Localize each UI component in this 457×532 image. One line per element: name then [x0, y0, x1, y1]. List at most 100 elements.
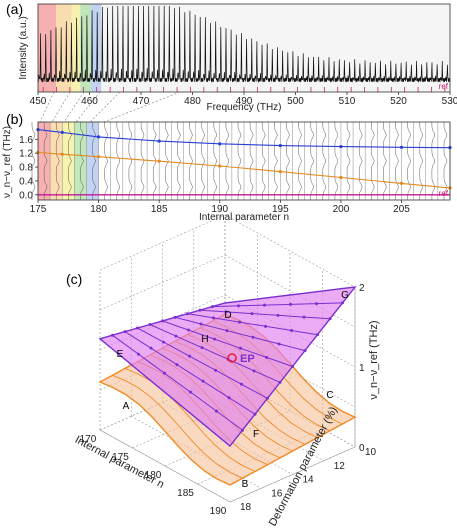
panel-b-y-tick-label: 0.8: [19, 163, 33, 174]
panel-c-floor-grid-line: [131, 415, 262, 489]
panel-b-y-tick-label: 0.4: [19, 176, 33, 187]
panel-c-upper-surface-point: [187, 328, 190, 332]
panel-c-upper-surface-point: [303, 349, 307, 353]
panel-a-band-4: [91, 4, 102, 92]
panel-b-spectrum-trace: [346, 122, 351, 200]
panel-b-series-point-0: [218, 142, 222, 146]
panel-b-x-ticks: 175 180 185 190 195 200 205: [30, 200, 410, 215]
panel-b-series-point-1: [278, 169, 282, 174]
panel-c-upper-surface-point: [188, 354, 191, 358]
panel-c-upper-surface-point: [136, 326, 139, 330]
panel-c-upper-surface-point: [201, 379, 205, 383]
panel-b-band-1: [50, 122, 63, 200]
panel-connector-line-4: [89, 91, 121, 123]
panel-b-spectrum-trace: [298, 122, 302, 200]
panel-c-upper-surface-patch: [98, 286, 357, 447]
panel-c-upper-surface-point: [241, 428, 244, 432]
panel-b-spectrum-trace: [286, 122, 290, 200]
panel-c-upper-surface-point: [211, 305, 214, 309]
panel-b-spectrum-trace: [322, 122, 327, 200]
panel-c-upper-surface-point: [276, 313, 280, 317]
panel-b-y-tick-label: 1.2: [19, 149, 33, 160]
panel-b-spectrum-trace: [116, 122, 121, 200]
panel-b-label: (b): [6, 111, 23, 127]
panel-b-y-tick-label: 1.6: [19, 135, 33, 146]
panel-b-spectrum-trace: [237, 122, 242, 200]
panel-b-band-4: [86, 122, 99, 200]
panel-c-upper-surface-point: [198, 308, 202, 312]
panel-connectors: [39, 91, 181, 123]
panel-b-spectrum-trace: [334, 122, 339, 200]
panel-b-spectrum-trace: [165, 122, 169, 200]
panel-c-upper-surface-point: [289, 302, 292, 306]
panel-b-y-tick-label: 0.0: [19, 190, 33, 201]
panel-connector-line-0: [39, 91, 55, 123]
panel-b-spectrum-trace: [371, 122, 375, 200]
panel-b-y-axis-label: ν_n−ν_ref (THz): [2, 126, 13, 198]
panel-c-upper-surface-point: [163, 371, 166, 375]
panel-c-upper-surface-point: [239, 346, 242, 350]
panel-b-x-tick-label: 180: [90, 204, 107, 215]
panel-b-spectrum-trace: [358, 122, 363, 200]
panel-c-upper-surface-point: [224, 310, 228, 314]
panel-c-upper-surface-point: [227, 396, 231, 400]
panel-c-lower-surface-line: [112, 374, 243, 479]
panel-b-series-point-1: [60, 152, 64, 156]
panel-c-upper-surface-point: [175, 363, 179, 367]
panel-b-spectrum-trace: [68, 122, 72, 200]
panel-b-series-point-0: [278, 143, 282, 148]
panel-b-spectrum-trace: [43, 122, 48, 200]
panel-b-x-tick-label: 175: [30, 204, 47, 215]
panel-a-x-tick-label: 530: [442, 96, 457, 107]
panel-c-upper-surface-line: [112, 334, 243, 431]
panel-a-x-tick-label: 480: [184, 96, 201, 107]
panel-b-y-ticks: 0.0 0.4 0.8 1.2 1.6: [19, 135, 38, 201]
panel-c-upper-surface-point: [250, 312, 254, 316]
panel-b-ref-label: ref: [439, 189, 449, 198]
panel-c-upper-surface-point: [291, 365, 294, 368]
panel-b-spectrum-trace: [213, 122, 218, 200]
panel-c-upper-surface-point: [290, 329, 293, 333]
panel-b-spectrum-trace: [104, 122, 108, 200]
panel-c-wall-grid-line: [224, 214, 356, 288]
panel-c-wall-grid-line: [99, 254, 226, 311]
panel-b-spectrum-trace: [128, 122, 133, 200]
panel-connector-line-1: [51, 91, 71, 123]
panel-a-ref-label: ref: [439, 82, 449, 91]
panel-c-axis-edge: [99, 429, 231, 503]
panel-c-x-axis-label: Internal parameter n: [73, 434, 166, 491]
panel-b-series-point-0: [399, 145, 404, 149]
panel-c-point-label-D: D: [224, 310, 231, 321]
panel-b: (b) 175 180 185 190 195 200 205 0.0 0.4 0.8 1.2 1.…: [2, 111, 452, 223]
panel-b-series-point-0: [96, 135, 101, 139]
panel-c-point-label-B: B: [242, 479, 249, 490]
panel-b-series-point-1: [96, 155, 101, 159]
panel-c-upper-surface-point: [278, 380, 282, 384]
panel-b-spectrum-trace: [201, 121, 205, 201]
panel-c-upper-surface-point: [251, 335, 255, 339]
panel-b-series-point-0: [157, 139, 161, 143]
panel-b-x-tick-label: 185: [151, 204, 168, 215]
panel-a: (a) 450 460 470 480 490 500 510 520 530 Frequenc…: [6, 1, 457, 113]
panel-c-point-labels: A B C D E F G H EP: [117, 290, 349, 490]
panel-b-series-point-1: [157, 159, 161, 163]
panel-c-upper-surface-point: [253, 412, 257, 416]
panel-c-y-tick-label: 16: [271, 488, 283, 499]
panel-c-upper-surface-point: [212, 316, 215, 320]
panel-c-upper-surface-point: [328, 317, 332, 321]
panel-c-y-tick-label: 18: [240, 502, 252, 513]
panel-a-ref-ticks: [42, 87, 446, 92]
panel-c-upper-surface-line: [174, 316, 306, 352]
panel-b-x-tick-label: 195: [272, 204, 289, 215]
panel-a-y-axis-label: Intensity (a.u.): [18, 16, 29, 79]
panel-c-upper-surface-line: [199, 309, 331, 320]
panel-c-lower-surface-line: [124, 367, 256, 472]
panel-c-upper-surface-point: [213, 337, 216, 341]
panel-c-y-tick-label: 14: [303, 475, 315, 486]
panel-b-spectrum-trace: [407, 121, 411, 201]
panel-c-wall-grid-line: [99, 214, 226, 271]
panel-c-wall-grid-line: [224, 254, 356, 328]
panel-b-series: [36, 128, 452, 196]
panel-b-spectrum-trace: [140, 122, 145, 200]
panel-b-spectrum-trace: [249, 122, 254, 200]
